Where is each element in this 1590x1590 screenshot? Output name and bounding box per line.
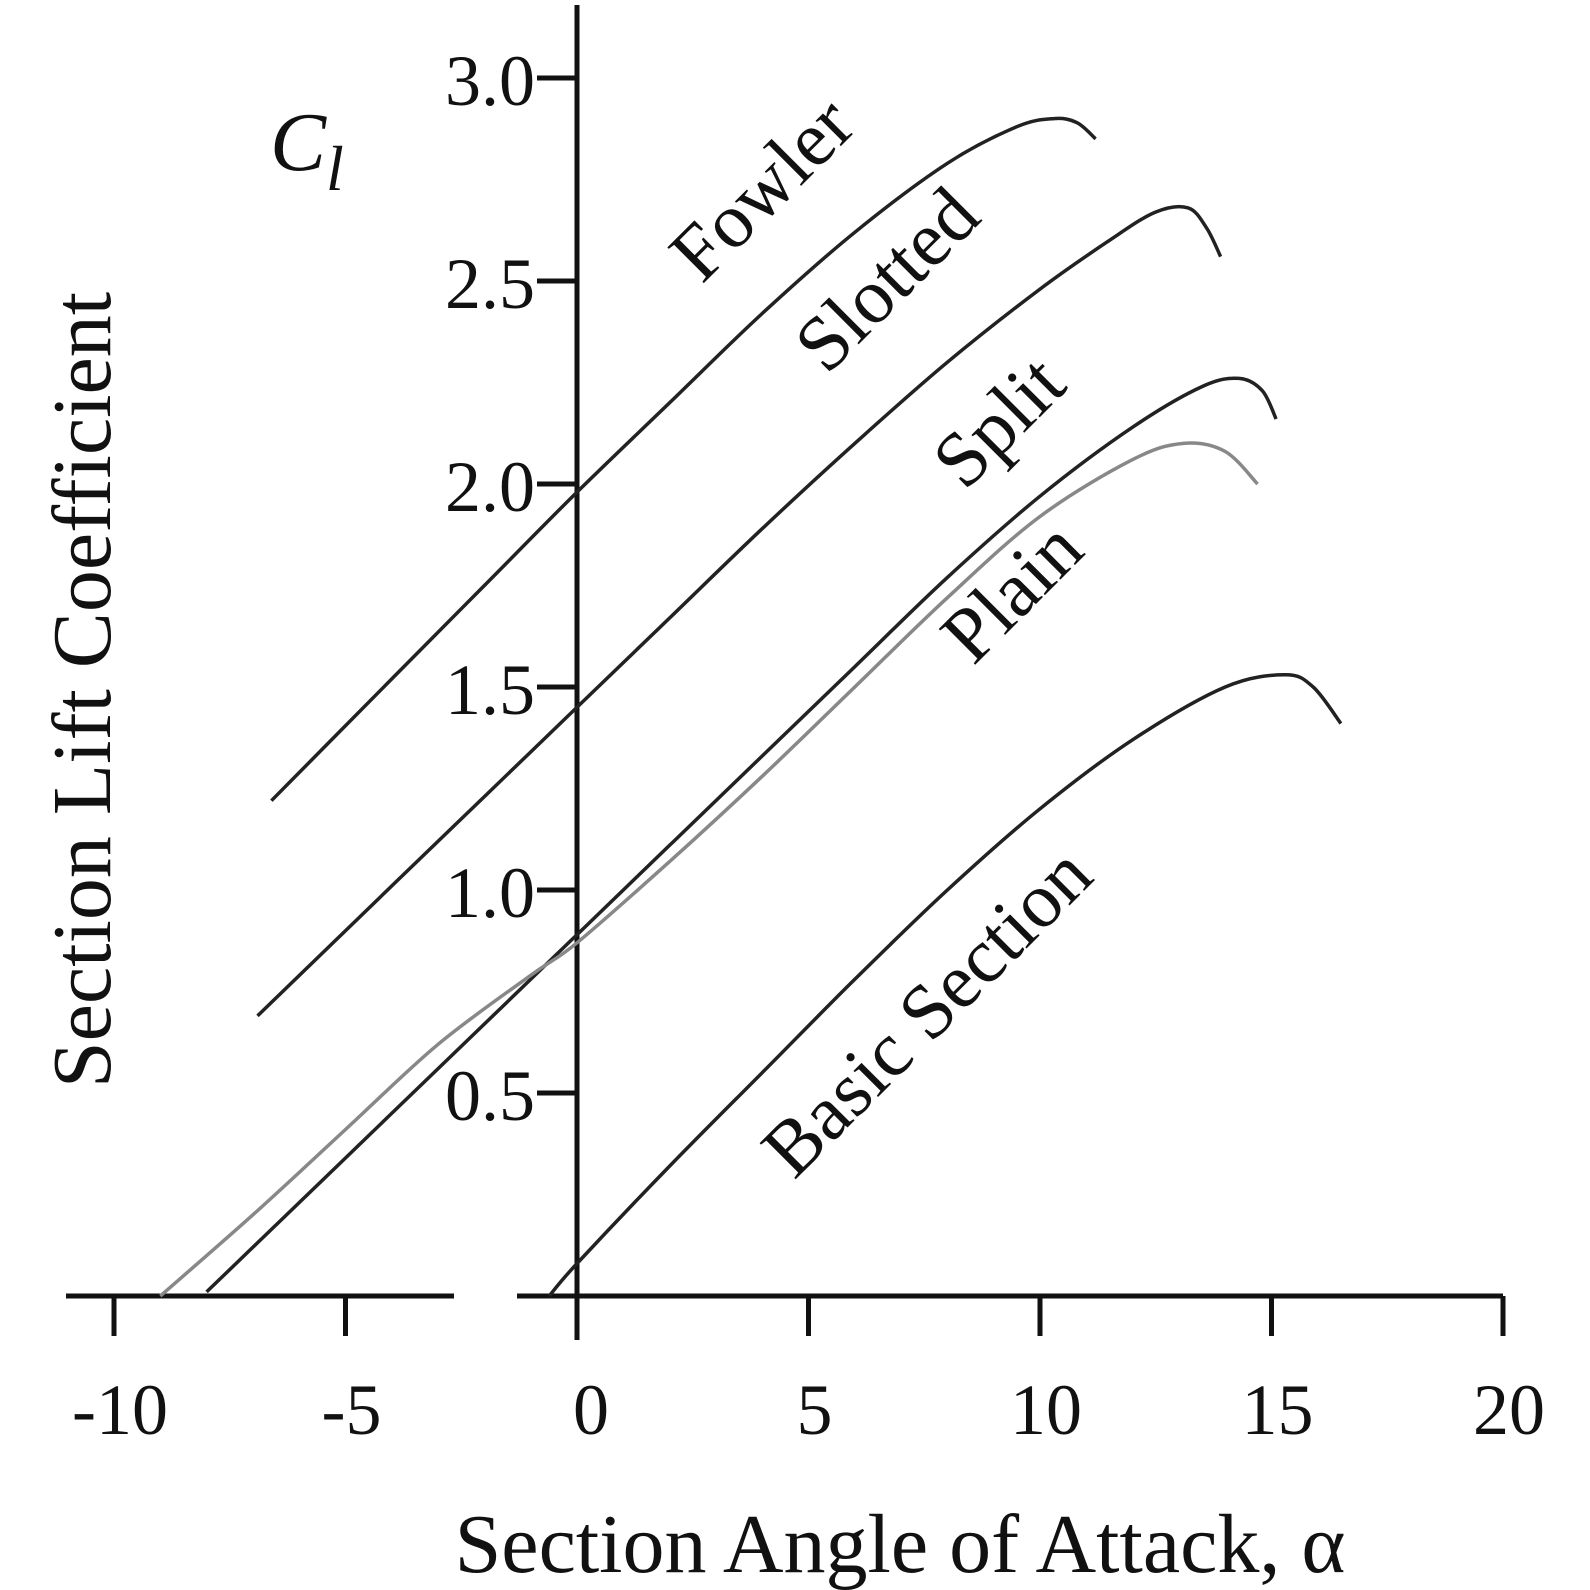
y-tick-label: 1.0 — [445, 853, 535, 933]
x-tick-label: 10 — [1010, 1370, 1082, 1450]
ticks-layer: -10 -5 0 5 10 15 20 0.5 1.0 1.5 2.0 2.5 3.0 — [72, 41, 1545, 1450]
series-label-slotted: Slotted — [777, 170, 995, 388]
y-tick-label: 2.0 — [445, 447, 535, 527]
series-label-split: Split — [915, 338, 1081, 504]
y-tick-label: 3.0 — [445, 41, 535, 121]
x-axis-title: Section Angle of Attack, α — [455, 1498, 1346, 1590]
x-tick-label: 20 — [1473, 1370, 1545, 1450]
x-tick-label: 0 — [573, 1370, 609, 1450]
series-line-basic-section — [547, 673, 1343, 1298]
y-axis-symbol: Cl — [270, 96, 344, 204]
y-tick-label: 0.5 — [445, 1056, 535, 1136]
y-axis-title: Section Lift Coefficient — [36, 292, 129, 1088]
series-labels-layer: Fowler Slotted Split Plain Basic Section — [652, 79, 1108, 1193]
y-axis-symbol-subscript: l — [326, 133, 344, 204]
series-line-slotted — [256, 204, 1223, 1018]
y-tick-label: 1.5 — [445, 650, 535, 730]
y-tick-label: 2.5 — [445, 244, 535, 324]
x-tick-label: -5 — [322, 1370, 382, 1450]
series-line-split — [205, 376, 1278, 1294]
x-tick-label: -10 — [72, 1370, 168, 1450]
series-line-plain — [159, 441, 1259, 1298]
y-axis-symbol-main: C — [270, 96, 327, 189]
axes-layer — [66, 5, 1503, 1340]
x-tick-label: 15 — [1242, 1370, 1314, 1450]
series-line-fowler — [270, 116, 1097, 802]
series-label-plain: Plain — [924, 504, 1099, 679]
series-label-basic-section: Basic Section — [745, 830, 1108, 1193]
series-layer — [159, 116, 1343, 1298]
series-label-fowler: Fowler — [652, 79, 870, 297]
x-tick-label: 5 — [797, 1370, 833, 1450]
